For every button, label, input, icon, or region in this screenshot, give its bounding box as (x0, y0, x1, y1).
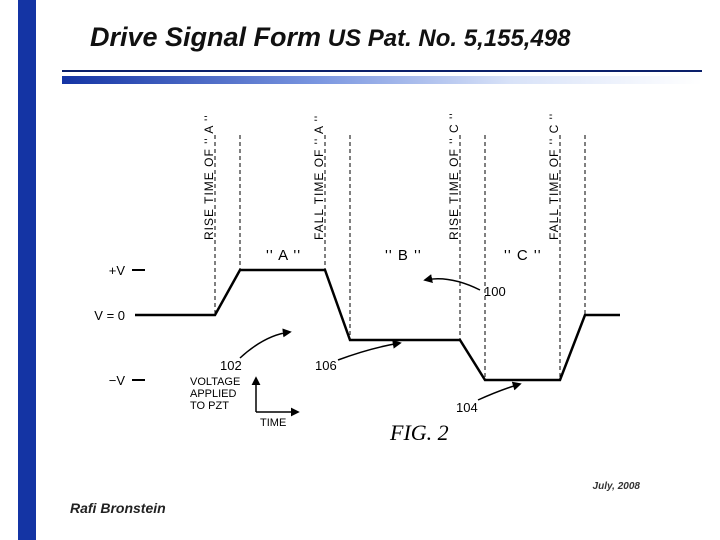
label-fall-a: FALL TIME OF '' A '' (312, 115, 326, 240)
slide-date: July, 2008 (593, 481, 640, 492)
voltage-applied-line3: TO PZT (190, 400, 229, 412)
region-a: '' A '' (266, 247, 301, 264)
callout-106: 106 (315, 358, 337, 373)
callout-arrow-106 (338, 343, 400, 360)
label-rise-c: RISE TIME OF '' C '' (447, 112, 461, 240)
voltage-applied-line1: VOLTAGE (190, 376, 240, 388)
figure-2: RISE TIME OF '' A '' FALL TIME OF '' A '… (80, 100, 640, 450)
label-rise-a: RISE TIME OF '' A '' (202, 114, 216, 240)
label-plus-v: +V (109, 263, 126, 278)
waveform-path (135, 270, 620, 380)
label-zero-v: V = 0 (94, 308, 125, 323)
time-label: TIME (260, 417, 286, 429)
label-fall-c: FALL TIME OF '' C '' (547, 113, 561, 240)
title-rule (62, 70, 702, 84)
region-b: '' B '' (385, 247, 422, 264)
callout-arrow-104 (478, 384, 520, 400)
callout-100: 100 (484, 284, 506, 299)
title-patent: US Pat. No. 5,155,498 (321, 25, 570, 52)
callout-104: 104 (456, 400, 478, 415)
callout-arrow-102 (240, 332, 290, 358)
label-minus-v: −V (109, 373, 126, 388)
figure-caption: FIG. 2 (389, 420, 449, 445)
slide-author: Rafi Bronstein (70, 500, 166, 516)
left-accent-bar (18, 0, 36, 540)
voltage-applied-line2: APPLIED (190, 388, 237, 400)
title-italic: Drive Signal Form (90, 22, 321, 52)
region-c: '' C '' (504, 247, 542, 264)
page-title: Drive Signal Form US Pat. No. 5,155,498 (90, 22, 680, 53)
callout-102: 102 (220, 358, 242, 373)
callout-arrow-100 (425, 279, 480, 290)
